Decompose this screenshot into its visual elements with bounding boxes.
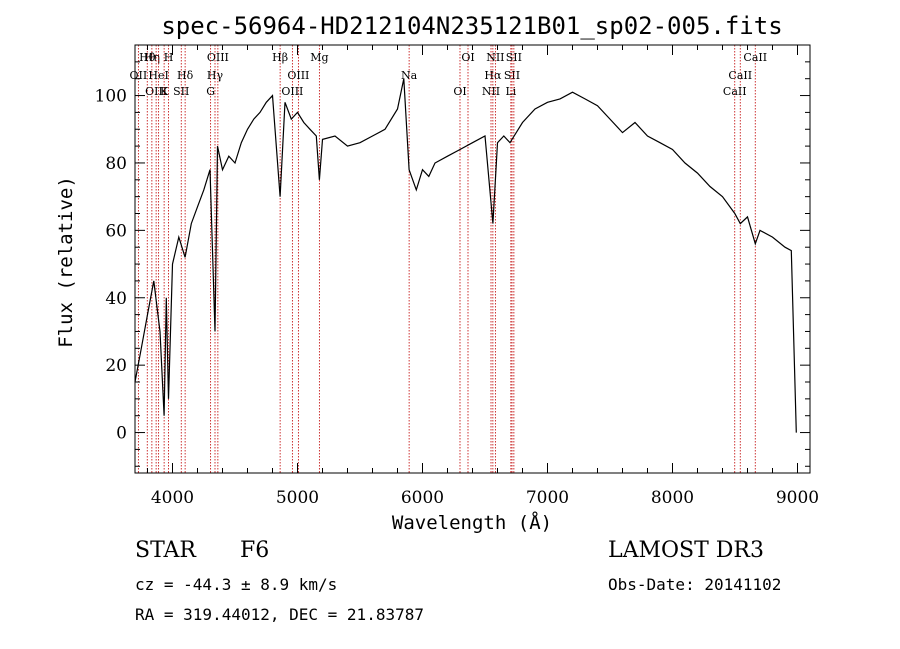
y-tick-label: 0 xyxy=(116,424,127,444)
line-marker-label: OII xyxy=(130,69,148,82)
y-tick-label: 40 xyxy=(105,289,127,309)
line-marker-label: K xyxy=(160,85,169,98)
plot-frame xyxy=(134,44,811,474)
line-marker-label: Hη xyxy=(144,51,160,64)
y-tick-label: 20 xyxy=(105,356,127,376)
redshift-value: cz = -44.3 ± 8.9 km/s xyxy=(135,575,338,594)
line-marker-label: CaII xyxy=(743,51,767,64)
object-subclass: F6 xyxy=(240,538,270,563)
line-marker-label: SII xyxy=(504,69,520,82)
line-marker-label: OIII xyxy=(207,51,229,64)
y-axis-label: Flux (relative) xyxy=(55,176,77,348)
object-class: STAR xyxy=(135,538,196,563)
line-marker-label: Li xyxy=(505,85,516,98)
chart-title: spec-56964-HD212104N235121B01_sp02-005.f… xyxy=(161,12,782,40)
line-marker-label: Na xyxy=(401,69,418,82)
line-marker-label: H xyxy=(164,51,174,64)
line-marker-label: Mg xyxy=(310,51,328,64)
survey-name: LAMOST DR3 xyxy=(608,538,764,563)
x-tick-label: 5000 xyxy=(276,488,319,508)
x-tick-label: 4000 xyxy=(151,488,194,508)
y-tick-label: 100 xyxy=(95,87,127,107)
observation-date: Obs-Date: 20141102 xyxy=(608,575,782,594)
y-tick-label: 60 xyxy=(105,221,127,241)
line-annotations: HθOIIOIIIHηHeIKHHδSIIOIIIHγGHβOIIIOIIIMg… xyxy=(130,45,767,473)
spectrum-line xyxy=(134,78,797,433)
y-axis: 0 20 40 60 80 100 xyxy=(95,61,810,467)
y-tick-label: 80 xyxy=(105,154,127,174)
line-marker-label: OIII xyxy=(281,85,303,98)
x-axis: 4000 5000 6000 7000 8000 9000 xyxy=(147,45,819,508)
line-marker-label: CaII xyxy=(728,69,752,82)
x-axis-label: Wavelength (Å) xyxy=(392,511,552,534)
x-tick-label: 9000 xyxy=(776,488,819,508)
line-marker-label: Hγ xyxy=(207,69,224,82)
line-marker-label: SII xyxy=(506,51,522,64)
line-marker-label: SII xyxy=(173,85,189,98)
line-marker-label: OIII xyxy=(287,69,309,82)
line-marker-label: G xyxy=(206,85,215,98)
x-tick-label: 6000 xyxy=(401,488,444,508)
coordinates: RA = 319.44012, DEC = 21.83787 xyxy=(135,605,424,624)
line-marker-label: Hβ xyxy=(272,51,288,64)
line-marker-label: Hδ xyxy=(177,69,194,82)
line-marker-label: NII xyxy=(482,85,500,98)
line-marker-label: OI xyxy=(461,51,474,64)
x-tick-label: 8000 xyxy=(651,488,694,508)
x-tick-label: 7000 xyxy=(526,488,569,508)
line-marker-label: OI xyxy=(453,85,466,98)
line-marker-label: CaII xyxy=(723,85,747,98)
line-marker-label: HeI xyxy=(148,69,168,82)
line-marker-label: Hα xyxy=(484,69,502,82)
line-marker-label: NII xyxy=(486,51,504,64)
line-marker-label: OIII xyxy=(145,85,167,98)
